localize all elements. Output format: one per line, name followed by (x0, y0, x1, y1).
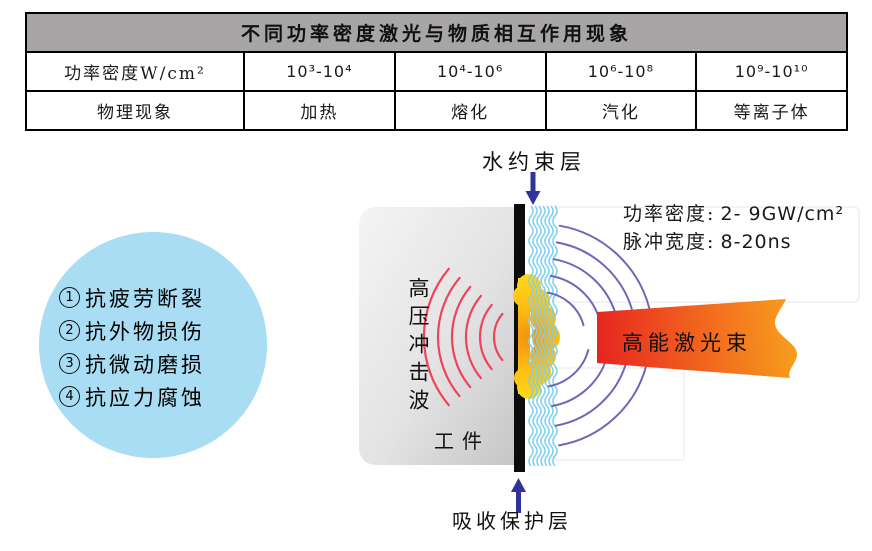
table-cell: 10⁴-10⁶ (393, 53, 545, 90)
laser-beam-shape (597, 299, 798, 378)
water-layer-label: 水约束层 (482, 150, 586, 174)
table-cell: 10⁶-10⁸ (544, 53, 696, 90)
benefit-item: 2 抗外物损伤 (59, 314, 205, 347)
benefit-item: 4 抗应力腐蚀 (59, 380, 205, 413)
param-label: 脉冲宽度: (623, 231, 716, 253)
laser-beam-label: 高能激光束 (622, 331, 752, 355)
row-header-power-density: 功率密度W/cm² (64, 64, 206, 84)
power-density-param: 功率密度: 2- 9GW/cm² (623, 199, 844, 226)
param-label: 功率密度: (623, 203, 716, 225)
table-row: 物理现象 加热 熔化 汽化 等离子体 (27, 92, 846, 129)
benefit-text: 抗疲劳断裂 (85, 286, 205, 311)
param-value: 2- 9GW/cm² (720, 203, 845, 225)
circled-number: 2 (59, 320, 80, 341)
table-cell: 汽化 (544, 92, 696, 129)
table-cell: 等离子体 (695, 92, 846, 129)
benefit-text: 抗应力腐蚀 (85, 385, 205, 410)
circled-number: 3 (59, 353, 80, 374)
table-title: 不同功率密度激光与物质相互作用现象 (27, 14, 846, 53)
circled-number: 1 (59, 287, 80, 308)
pulse-width-param: 脉冲宽度: 8-20ns (623, 227, 792, 254)
down-arrow-icon (525, 172, 541, 205)
background-panel (552, 206, 860, 303)
table-cell: 加热 (243, 92, 394, 129)
benefit-text: 抗外物损伤 (85, 319, 205, 344)
workpiece-label: 工件 (434, 429, 490, 453)
benefit-item: 3 抗微动磨损 (59, 347, 205, 380)
circled-number: 4 (59, 386, 80, 407)
param-value: 8-20ns (720, 231, 792, 253)
table-cell: 熔化 (393, 92, 545, 129)
pressure-arcs-purple (546, 224, 651, 447)
shockwave-label: 高压冲击波 (406, 277, 430, 417)
row-header-phenomenon: 物理现象 (97, 103, 173, 123)
shockwave-arcs-red (422, 267, 504, 407)
benefit-text: 抗微动磨损 (85, 352, 205, 377)
absorber-layer-label: 吸收保护层 (452, 509, 572, 533)
benefits-circle: 1 抗疲劳断裂 2 抗外物损伤 3 抗微动磨损 4 抗应力腐蚀 (39, 232, 267, 458)
benefit-item: 1 抗疲劳断裂 (59, 281, 205, 314)
table-row: 功率密度W/cm² 10³-10⁴ 10⁴-10⁶ 10⁶-10⁸ 10⁹-10… (27, 53, 846, 92)
table-cell: 10⁹-10¹⁰ (695, 53, 846, 90)
power-density-table: 不同功率密度激光与物质相互作用现象 功率密度W/cm² 10³-10⁴ 10⁴-… (25, 12, 848, 131)
table-cell: 10³-10⁴ (243, 53, 394, 90)
benefits-list: 1 抗疲劳断裂 2 抗外物损伤 3 抗微动磨损 4 抗应力腐蚀 (59, 281, 205, 413)
up-arrow-icon (511, 478, 526, 513)
